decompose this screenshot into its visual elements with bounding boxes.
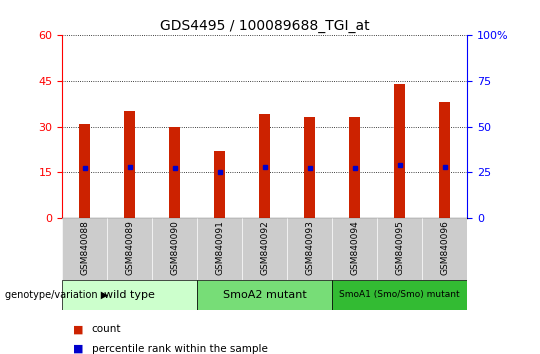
Bar <box>332 280 467 310</box>
Bar <box>107 218 152 280</box>
Text: percentile rank within the sample: percentile rank within the sample <box>92 344 268 354</box>
Bar <box>197 218 242 280</box>
Title: GDS4495 / 100089688_TGI_at: GDS4495 / 100089688_TGI_at <box>160 19 369 33</box>
Bar <box>304 118 315 218</box>
Bar <box>62 280 197 310</box>
Bar <box>287 218 332 280</box>
Bar <box>422 218 467 280</box>
Text: GSM840090: GSM840090 <box>170 220 179 275</box>
Text: wild type: wild type <box>104 290 155 300</box>
Bar <box>332 218 377 280</box>
Text: ■: ■ <box>73 324 83 334</box>
Bar <box>169 127 180 218</box>
Text: GSM840091: GSM840091 <box>215 220 224 275</box>
Text: SmoA1 (Smo/Smo) mutant: SmoA1 (Smo/Smo) mutant <box>339 290 460 299</box>
Text: genotype/variation ▶: genotype/variation ▶ <box>5 290 109 300</box>
Text: GSM840094: GSM840094 <box>350 220 359 275</box>
Bar <box>394 84 405 218</box>
Bar <box>259 114 270 218</box>
Bar <box>377 218 422 280</box>
Text: ■: ■ <box>73 344 83 354</box>
Bar <box>152 218 197 280</box>
Text: GSM840096: GSM840096 <box>440 220 449 275</box>
Text: GSM840093: GSM840093 <box>305 220 314 275</box>
Bar <box>439 102 450 218</box>
Bar <box>242 218 287 280</box>
Text: GSM840092: GSM840092 <box>260 220 269 275</box>
Bar <box>124 112 135 218</box>
Text: count: count <box>92 324 122 334</box>
Bar <box>79 124 90 218</box>
Bar <box>197 280 332 310</box>
Text: GSM840089: GSM840089 <box>125 220 134 275</box>
Text: GSM840095: GSM840095 <box>395 220 404 275</box>
Bar <box>62 218 107 280</box>
Text: SmoA2 mutant: SmoA2 mutant <box>222 290 307 300</box>
Bar <box>214 151 225 218</box>
Text: GSM840088: GSM840088 <box>80 220 89 275</box>
Bar <box>349 118 360 218</box>
